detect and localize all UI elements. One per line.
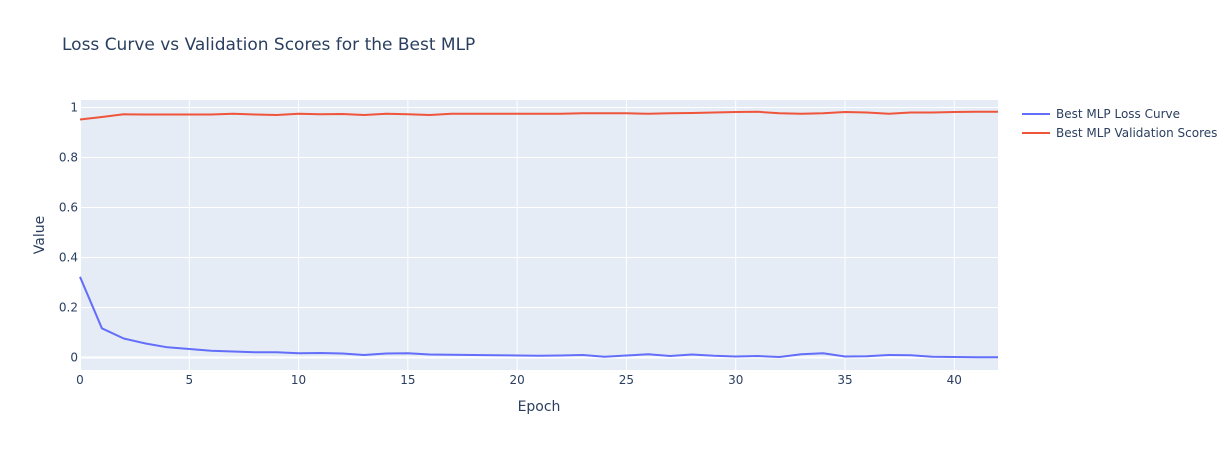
legend-item-loss[interactable]: Best MLP Loss Curve [1022,107,1180,121]
legend-label-validation: Best MLP Validation Scores [1056,126,1217,140]
x-tick-label: 30 [728,373,743,387]
legend-label-loss: Best MLP Loss Curve [1056,107,1180,121]
x-tick-label: 20 [510,373,525,387]
series-lines [79,110,998,359]
x-axis-title: Epoch [518,399,561,415]
y-tick-label: 1 [70,101,78,115]
chart-title: Loss Curve vs Validation Scores for the … [62,35,475,55]
x-tick-label: 25 [619,373,634,387]
y-tick-label: 0.4 [59,251,78,265]
legend[interactable]: Best MLP Loss Curve Best MLP Validation … [1022,107,1217,140]
x-tick-label: 15 [400,373,415,387]
validation-scores-line [79,110,998,121]
y-axis-title: Value [32,216,48,254]
x-tick-label: 40 [947,373,962,387]
x-tick-label: 5 [185,373,193,387]
legend-item-validation[interactable]: Best MLP Validation Scores [1022,126,1217,140]
x-tick-label: 35 [837,373,852,387]
plot-area [80,100,998,370]
y-tick-label: 0 [70,351,78,365]
y-tick-label: 0.8 [59,151,78,165]
y-tick-labels: 0 0.2 0.4 0.6 0.8 1 [59,101,78,365]
x-tick-label: 0 [76,373,84,387]
x-tick-labels: 0 5 10 15 20 25 30 35 40 [76,373,962,387]
x-tick-label: 10 [291,373,306,387]
y-tick-label: 0.6 [59,201,78,215]
loss-curve-line [79,276,998,359]
y-tick-label: 0.2 [59,301,78,315]
